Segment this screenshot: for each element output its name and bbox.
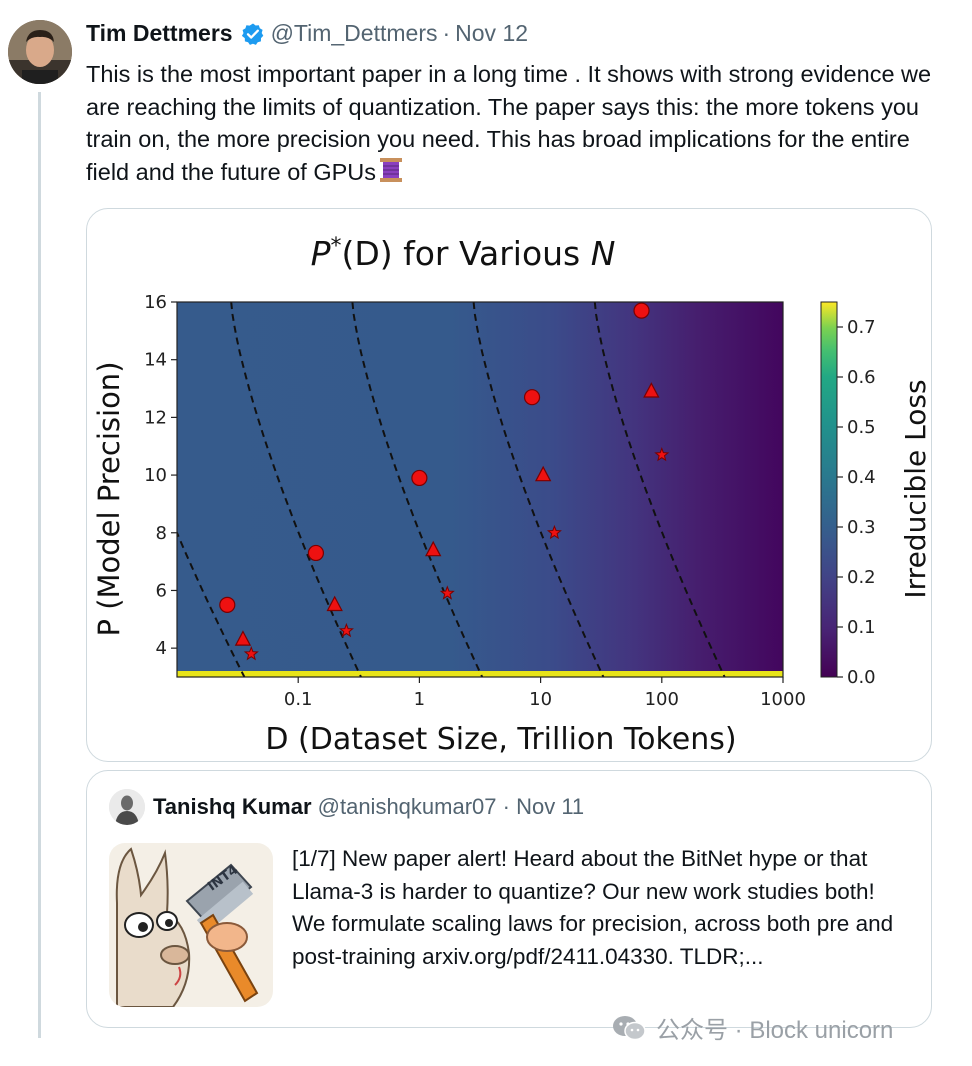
quote-author-avatar[interactable]: [109, 789, 145, 825]
colorbar-ticks: 0.0 0.1 0.2 0.3 0.4 0.5 0.6 0.7: [837, 317, 876, 688]
y-axis-label: P (Model Precision): [92, 361, 126, 636]
llama-hammer-illustration: INT4: [109, 843, 273, 1007]
marker-star-2: [338, 622, 354, 638]
iso-curve-2: [230, 302, 362, 677]
marker-star-4: [546, 524, 562, 540]
quote-thumbnail[interactable]: INT4: [109, 843, 273, 1007]
tweet-date[interactable]: Nov 12: [455, 20, 529, 46]
marker-triangle-4: [534, 465, 552, 482]
colorbar-tick-label-3: 0.2: [847, 567, 876, 588]
watermark: 公众号 · Block unicorn: [612, 1010, 893, 1045]
verified-badge-icon: [241, 23, 263, 45]
quote-date[interactable]: Nov 11: [516, 794, 585, 819]
quote-separator: ·: [502, 794, 510, 819]
colorbar-label: Irreducible Loss: [899, 379, 931, 598]
x-axis-label: D (Dataset Size, Trillion Tokens): [265, 722, 736, 757]
tweet-body: This is the most important paper in a lo…: [86, 61, 932, 185]
watermark-text: 公众号 · Block unicorn: [656, 1017, 894, 1044]
y-ticks: 4 6 8 10 12 14 16: [144, 292, 177, 659]
iso-curve-4: [472, 302, 605, 677]
thread-line: [38, 92, 41, 1038]
colorbar-tick-label-8: 0.7: [847, 317, 876, 338]
quote-text: [1/7] New paper alert! Heard about the B…: [292, 846, 894, 969]
avatar-image: [8, 20, 72, 84]
colorbar: [820, 301, 838, 678]
marker-triangle-5: [643, 382, 660, 398]
marker-circle-4: [523, 389, 541, 406]
marker-circle-1: [219, 596, 236, 613]
chart: P*(D) for Various N 0.1 1 10 100 1000 4 6 8 10 1…: [92, 234, 931, 757]
chart-card[interactable]: P*(D) for Various N 0.1 1 10 100 1000 4 6 8 10 1…: [86, 208, 932, 762]
colorbar-tick-label-2: 0.1: [847, 617, 876, 638]
tweet-text: This is the most important paper in a lo…: [86, 58, 946, 188]
marker-star-5: [654, 446, 670, 462]
tweet-header: Tim Dettmers @Tim_Dettmers · Nov 12: [86, 20, 528, 47]
author-avatar[interactable]: [8, 20, 72, 84]
marker-triangle-2: [326, 595, 343, 612]
x-tick-label-4: 100: [645, 689, 679, 710]
y-tick-label-6: 14: [144, 350, 167, 371]
colorbar-tick-label-5: 0.4: [847, 467, 876, 488]
marker-star-1: [243, 646, 259, 661]
header-separator: ·: [442, 20, 451, 46]
iso-curve-5: [593, 302, 726, 677]
y-tick-label-3: 8: [156, 523, 167, 544]
x-ticks: 0.1 1 10 100 1000: [284, 677, 806, 710]
marker-circle-5: [633, 302, 650, 319]
quote-avatar-image: [109, 789, 145, 825]
x-tick-label-2: 1: [414, 689, 425, 710]
quote-header: Tanishq Kumar @tanishqkumar07 · Nov 11: [153, 794, 584, 820]
colorbar-tick-label-4: 0.3: [847, 517, 876, 538]
quote-author-name[interactable]: Tanishq Kumar: [153, 794, 312, 819]
iso-curves: [177, 302, 726, 677]
chart-title: P*(D) for Various N: [311, 234, 616, 273]
author-handle[interactable]: @Tim_Dettmers: [270, 20, 438, 46]
quote-author-handle[interactable]: @tanishqkumar07: [317, 794, 497, 819]
quoted-tweet[interactable]: Tanishq Kumar @tanishqkumar07 · Nov 11 I…: [86, 770, 932, 1028]
x-tick-label-5: 1000: [760, 689, 806, 710]
marker-circle-2: [307, 544, 325, 562]
markers: [219, 302, 670, 661]
iso-curve-3: [351, 302, 484, 677]
y-tick-label-7: 16: [144, 292, 167, 313]
y-tick-label-2: 6: [156, 580, 167, 601]
marker-triangle-3: [425, 540, 442, 557]
x-tick-label-1: 0.1: [284, 689, 313, 710]
marker-triangle-1: [234, 630, 252, 646]
y-tick-label-4: 10: [144, 465, 167, 486]
colorbar-tick-label-6: 0.5: [847, 417, 876, 438]
wechat-icon: [613, 1015, 646, 1040]
marker-star-3: [439, 585, 455, 600]
colorbar-tick-label-1: 0.0: [847, 667, 876, 688]
marker-circle-3: [411, 469, 428, 487]
heatmap-low-precision-band: [177, 671, 783, 677]
plot-frame: [176, 301, 784, 678]
thread-spool-icon: [380, 157, 402, 182]
heatmap: [177, 302, 783, 677]
y-tick-label-1: 4: [156, 638, 167, 659]
author-name[interactable]: Tim Dettmers: [86, 20, 233, 46]
colorbar-tick-label-7: 0.6: [847, 367, 876, 388]
x-tick-label-3: 10: [529, 689, 552, 710]
y-tick-label-5: 12: [144, 407, 167, 428]
